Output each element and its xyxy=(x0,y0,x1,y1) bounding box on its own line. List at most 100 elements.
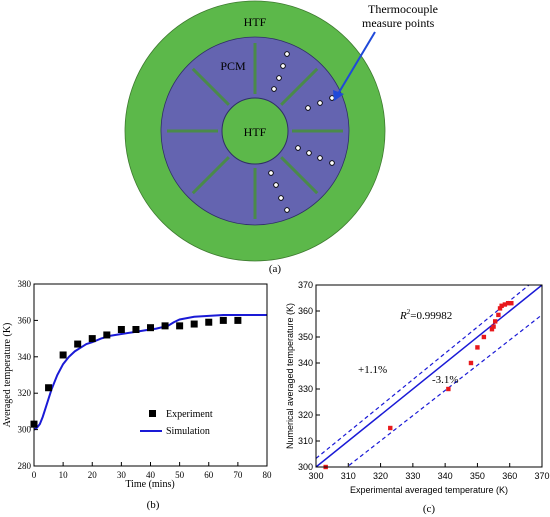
experiment-point-9 xyxy=(161,322,169,330)
chart-b-xtick-label-3: 30 xyxy=(117,470,127,480)
parity-point-8 xyxy=(492,319,498,324)
parity-point-5 xyxy=(481,334,487,340)
experiment-point-10 xyxy=(176,322,184,330)
r2-superscript: 2 xyxy=(407,308,411,316)
experiment-point-1 xyxy=(45,384,53,392)
chart-b-series xyxy=(30,313,267,431)
panel-c-label: (c) xyxy=(423,503,436,515)
experiment-point-12 xyxy=(205,318,213,326)
thermocouple-point-10 xyxy=(329,160,335,166)
thermocouple-point-1 xyxy=(280,63,286,69)
parity-point-14 xyxy=(509,301,514,306)
panel-a-label: (a) xyxy=(269,263,282,275)
experiment-point-7 xyxy=(132,326,140,333)
chart-c-axes: 300 310 320 330 340 350 360 370 300 310 320 330 340 3… xyxy=(298,280,550,481)
thermocouple-point-4 xyxy=(305,105,311,111)
thermocouple-point-8 xyxy=(306,150,312,156)
fin-7 xyxy=(280,67,319,106)
experiment-point-11 xyxy=(190,320,198,328)
thermocouple-point-11 xyxy=(268,170,274,176)
panel-b-label: (b) xyxy=(147,499,160,511)
experiment-point-5 xyxy=(103,331,111,339)
chart-c-ytick-label-7: 370 xyxy=(298,280,313,290)
parity-point-10 xyxy=(497,306,503,311)
chart-b-ytick-label-1: 300 xyxy=(18,425,32,435)
annotation-line2: measure points xyxy=(362,16,435,30)
thermocouple-point-5 xyxy=(317,100,323,106)
chart-c-series xyxy=(316,285,542,470)
pcm-label: PCM xyxy=(220,59,246,73)
parity-line xyxy=(316,285,542,467)
thermocouple-point-12 xyxy=(273,182,279,188)
thermocouple-point-7 xyxy=(295,145,301,151)
chart-b-xlabel: Time (mins) xyxy=(125,479,174,490)
thermocouple-point-3 xyxy=(271,86,277,92)
chart-b-legend: Experiment Simulation xyxy=(140,409,213,437)
parity-point-13 xyxy=(505,301,511,306)
lower-band-line xyxy=(346,314,542,467)
chart-b-xtick-label-4: 40 xyxy=(146,470,156,480)
inner-htf-label: HTF xyxy=(244,125,267,139)
chart-b-xtick-label-5: 50 xyxy=(175,470,185,480)
experiment-point-2 xyxy=(59,351,67,359)
plus-band-label: +1.1% xyxy=(358,364,387,376)
annotation-arrowhead xyxy=(333,90,344,101)
chart-c-lines xyxy=(316,285,542,467)
chart-b-xtick-label-1: 10 xyxy=(59,470,69,480)
chart-b-frame xyxy=(33,283,268,467)
minus-band-label: -3.1% xyxy=(432,374,459,386)
experiment-point-3 xyxy=(74,340,82,348)
chart-c-xtick-label-4: 340 xyxy=(438,471,453,481)
chart-b-xtick-label-0: 0 xyxy=(32,470,37,480)
chart-c-ytick-label-4: 340 xyxy=(298,358,313,368)
thermocouple-point-0 xyxy=(284,51,290,57)
parity-point-7 xyxy=(491,324,496,329)
chart-c-xtick-label-2: 320 xyxy=(373,471,388,481)
chart-c-ytick-label-2: 320 xyxy=(298,410,313,420)
r2-value: =0.99982 xyxy=(410,310,452,322)
fin-3 xyxy=(191,156,230,195)
chart-c: 300 310 320 330 340 350 360 370 300 310 320 330 340 3… xyxy=(285,280,550,515)
chart-c-ytick-label-5: 350 xyxy=(298,332,313,342)
chart-b-ylabel: Averaged temperature (K) xyxy=(2,323,13,428)
r2-prefix: R xyxy=(399,310,407,322)
chart-b-xtick-label-6: 60 xyxy=(204,470,214,480)
thermocouple-point-13 xyxy=(278,195,284,201)
experiment-point-4 xyxy=(88,335,96,343)
chart-b-xtick-label-2: 20 xyxy=(88,470,98,480)
chart-c-ytick-label-1: 310 xyxy=(298,436,313,446)
chart-c-ytick-label-6: 360 xyxy=(298,306,313,316)
experiment-point-6 xyxy=(117,326,125,333)
chart-c-xtick-label-5: 350 xyxy=(470,471,485,481)
thermocouple-points xyxy=(268,51,335,213)
annotation-line1: Thermocouple xyxy=(368,2,438,16)
annotation-arrow xyxy=(337,31,376,95)
parity-point-4 xyxy=(475,345,480,350)
chart-c-frame xyxy=(315,284,543,468)
chart-c-xtick-label-6: 360 xyxy=(502,471,517,481)
chart-b-ytick-label-3: 340 xyxy=(18,352,32,362)
panel-a: HTF PCM HTF Thermocouple measure points … xyxy=(124,0,438,275)
fin-1 xyxy=(280,156,319,195)
parity-point-9 xyxy=(496,312,501,318)
parity-point-12 xyxy=(502,302,508,307)
chart-b: 0 10 20 30 40 50 60 70 80 280 300 320 340 360 380 Time… xyxy=(2,279,272,511)
legend-simulation-label: Simulation xyxy=(166,426,210,437)
experiment-point-8 xyxy=(147,324,154,332)
parity-point-3 xyxy=(468,360,474,366)
chart-c-xtick-label-0: 300 xyxy=(308,471,323,481)
simulation-line xyxy=(33,313,267,431)
thermocouple-point-9 xyxy=(317,155,323,161)
fin-5 xyxy=(191,67,230,106)
outer-htf-label: HTF xyxy=(244,15,267,29)
thermocouple-point-14 xyxy=(284,207,290,213)
chart-c-ytick-label-3: 330 xyxy=(298,384,313,394)
chart-c-xlabel: Experimental averaged temperature (K) xyxy=(350,485,508,495)
chart-b-axes: 0 10 20 30 40 50 60 70 80 280 300 320 340 360 380 xyxy=(18,279,273,480)
inner-htf-tube xyxy=(221,97,289,165)
parity-point-6 xyxy=(489,327,495,332)
chart-c-ytick-label-0: 300 xyxy=(298,462,313,472)
thermocouple-point-2 xyxy=(276,75,282,81)
chart-c-xtick-label-3: 330 xyxy=(405,471,420,481)
